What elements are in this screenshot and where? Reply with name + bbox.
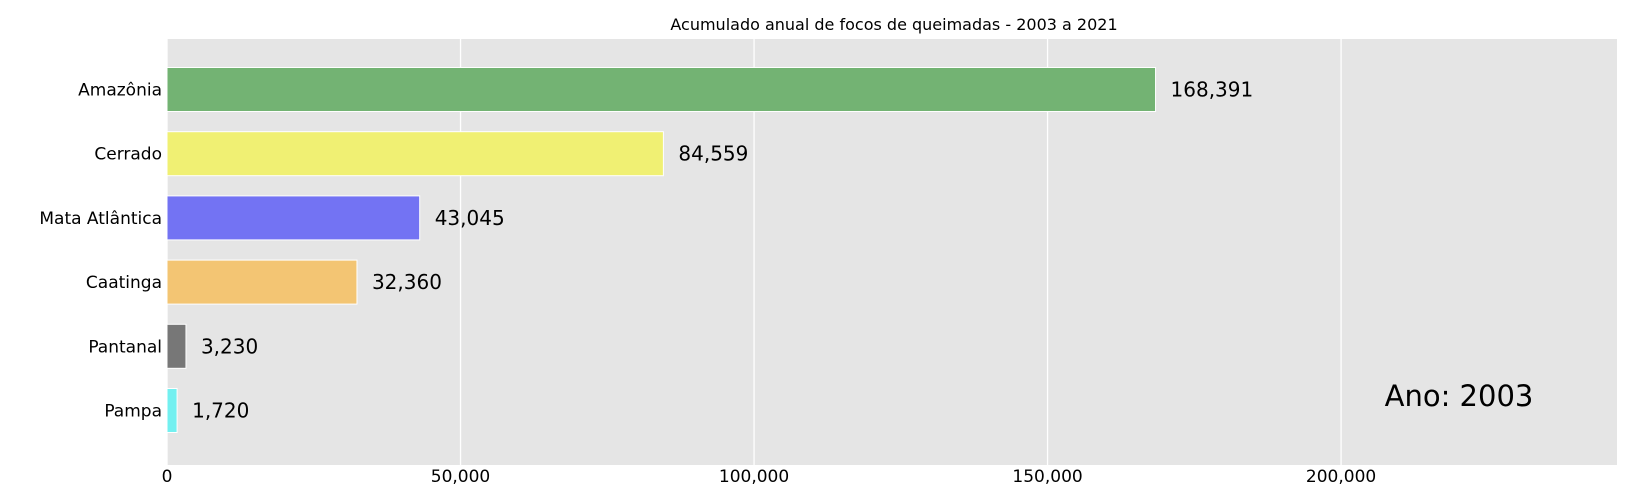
chart-title: Acumulado anual de focos de queimadas - … (670, 15, 1117, 34)
bar-value-label: 84,559 (678, 142, 748, 166)
category-label: Mata Atlântica (39, 209, 162, 229)
category-label: Caatinga (86, 273, 162, 293)
bar (166, 323, 187, 369)
bar (166, 67, 1157, 112)
bar (166, 388, 178, 433)
category-label: Pantanal (88, 337, 162, 357)
value-labels: 168,391 84,559 43,045 32,360 3,230 1,720 (192, 78, 1253, 423)
year-annotation: Ano: 2003 (1385, 379, 1534, 413)
bar-value-label: 3,230 (201, 334, 258, 358)
x-tick-label: 150,000 (1012, 467, 1082, 487)
bar-value-label: 168,391 (1171, 78, 1254, 102)
bars (166, 67, 1157, 433)
bar-value-label: 43,045 (435, 206, 505, 230)
category-label: Amazônia (78, 81, 162, 101)
bar-value-label: 1,720 (192, 399, 249, 423)
category-label: Pampa (104, 402, 162, 422)
bar (166, 195, 421, 241)
bar (166, 131, 664, 177)
x-axis-tick-labels: 0 50,000 100,000 150,000 200,000 (162, 467, 1377, 487)
y-axis-labels: Amazônia Cerrado Mata Atlântica Caatinga Pan… (39, 81, 162, 422)
x-tick-label: 100,000 (719, 467, 789, 487)
bar-value-label: 32,360 (372, 270, 442, 294)
bar (166, 259, 358, 305)
x-tick-label: 50,000 (431, 467, 490, 487)
x-tick-label: 0 (162, 467, 173, 487)
x-tick-label: 200,000 (1306, 467, 1376, 487)
category-label: Cerrado (94, 145, 162, 165)
